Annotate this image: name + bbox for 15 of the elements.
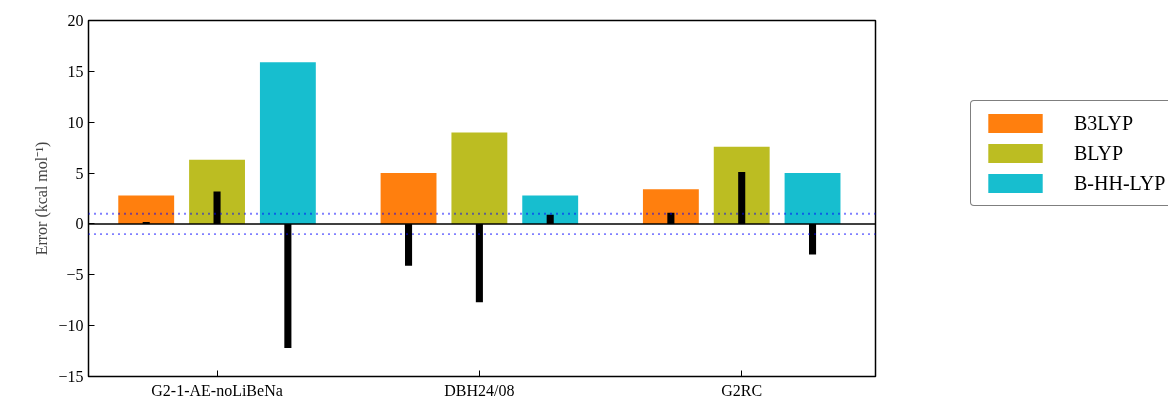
legend-label: BLYP: [1074, 141, 1124, 165]
x-tick-label: G2-1-AE-noLiBeNa: [151, 381, 283, 399]
legend-label: B3LYP: [1074, 111, 1134, 135]
y-tick-label: 20: [67, 12, 84, 29]
legend-label: B-HH-LYP: [1074, 171, 1166, 195]
x-tick-label: G2RC: [721, 381, 763, 399]
x-tick-label: DBH24/08: [444, 381, 515, 399]
y-tick-label: 15: [67, 62, 84, 80]
y-tick-label: −10: [58, 317, 84, 335]
y-axis-title: Error (kcal mol⁻¹): [33, 141, 52, 256]
y-tick-label: 5: [75, 164, 84, 182]
y-tick-label: −15: [58, 368, 84, 385]
y-tick-label: −5: [66, 266, 84, 284]
y-tick-label: 10: [67, 113, 84, 131]
y-tick-label: 0: [75, 215, 84, 233]
